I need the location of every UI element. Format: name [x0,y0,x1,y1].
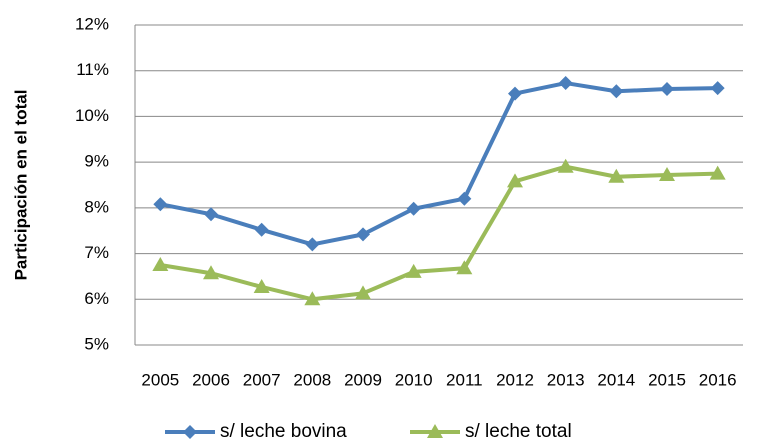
y-tick-label: 9% [84,152,109,171]
data-point [305,237,320,252]
data-point [356,227,370,242]
x-tick-label: 2012 [496,370,534,389]
data-point [558,76,573,91]
x-tick-label: 2007 [243,370,281,389]
legend-marker [427,424,443,438]
x-tick-label: 2010 [395,370,433,389]
y-tick-label: 8% [84,197,109,216]
data-point [508,86,522,101]
data-point [609,84,624,99]
series-line [160,164,718,302]
data-point [304,291,321,306]
series-line [159,81,718,247]
data-point [355,285,371,300]
data-point [507,173,523,188]
y-tick-label: 6% [84,289,109,308]
data-point [203,265,219,280]
data-point [659,166,675,181]
data-point [456,260,473,275]
data-point [709,165,726,180]
x-tick-label: 2014 [597,370,635,389]
data-point [153,197,168,212]
x-tick-label: 2008 [293,370,331,389]
x-tick-label: 2006 [192,370,230,389]
data-point [406,201,421,216]
x-tick-label: 2015 [648,370,686,389]
legend-label: s/ leche total [465,421,572,442]
y-tick-label: 10% [75,106,109,125]
data-point [152,257,169,271]
legend-label: s/ leche bovina [220,421,347,442]
x-tick-label: 2013 [547,370,585,389]
x-tick-label: 2005 [141,370,179,389]
y-tick-label: 7% [84,243,109,262]
data-point [457,191,472,206]
data-point [557,158,574,173]
legend-marker [183,425,197,439]
data-point [254,222,269,237]
x-tick-label: 2016 [699,370,737,389]
x-tick-label: 2009 [344,370,382,389]
data-point [253,278,270,293]
y-tick-label: 11% [76,60,109,79]
y-axis-title: Participación en el total [11,90,30,281]
x-tick-label: 2011 [446,370,483,389]
data-point [405,263,422,278]
y-tick-label: 12% [75,14,109,33]
data-point [204,207,218,222]
y-tick-label: 5% [84,334,109,353]
data-point [660,82,674,96]
data-point [710,81,725,96]
data-point [608,168,625,183]
